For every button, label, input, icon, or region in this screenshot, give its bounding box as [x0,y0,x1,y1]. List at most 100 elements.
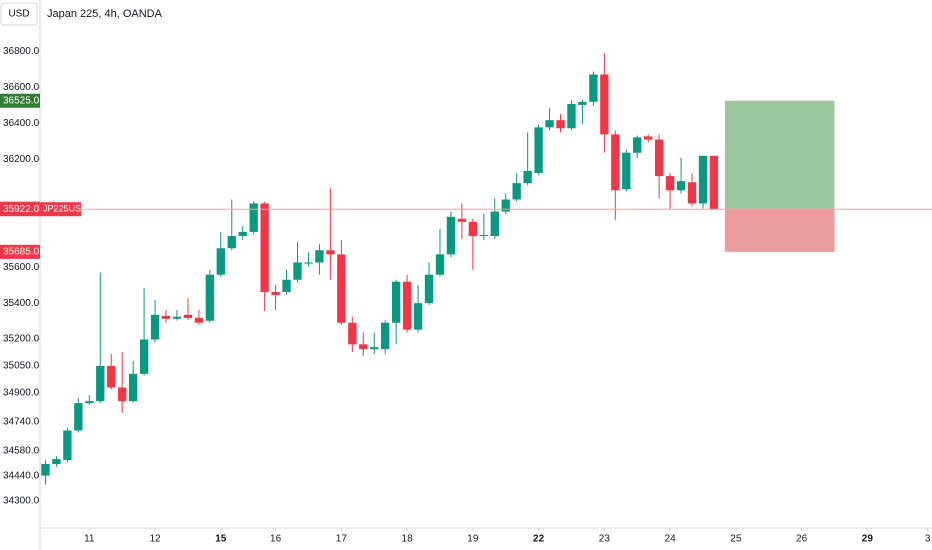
candle-body [567,103,576,129]
candle-body [611,134,620,191]
candle-body [490,211,499,237]
candle-body [107,365,116,388]
candle-body [96,365,105,402]
candle-body [194,317,204,323]
y-tick-label: 36800.0 [3,46,40,57]
candle-body [260,203,269,292]
candle-body [435,254,445,275]
x-tick-label: 18 [402,534,414,545]
candle-body [271,291,280,296]
candle-body [326,250,335,255]
candle-body [665,176,675,191]
candle-body [676,181,686,191]
candle-body [381,322,390,350]
candle-body [370,347,379,350]
candle-body [479,234,488,237]
loss-zone [724,209,835,252]
candle-body [150,314,160,340]
candle-body [139,339,149,374]
y-tick-label: 35600.0 [3,262,40,273]
price-label-box [0,202,40,217]
x-tick-label: 12 [149,534,161,545]
candle-body [600,74,609,135]
candle-body [589,74,598,102]
x-tick-label: 24 [665,534,677,545]
candle-body [183,314,193,318]
candle-body [63,430,72,460]
y-tick-label: 34900.0 [3,388,40,399]
x-tick-label: 17 [336,534,348,545]
x-tick-label: 3 [925,534,931,545]
candle-body [468,221,478,237]
candle-body [709,155,719,210]
candle-body [74,403,83,431]
candle-body [644,136,653,140]
candle-body [249,203,258,232]
y-tick-label: 36400.0 [3,118,40,129]
x-tick-label: 22 [533,534,545,545]
y-tick-label: 35400.0 [3,298,40,309]
x-tick-label: 26 [796,534,808,545]
candle-body [402,281,412,330]
candle-body [52,459,61,464]
y-tick-label: 35050.0 [3,361,40,372]
candle-body [545,120,554,128]
candle-body [118,387,127,402]
y-tick-label: 34440.0 [3,470,40,481]
candle-body [161,315,171,319]
candle-body [348,322,357,345]
candle-body [205,274,215,321]
price-label-box [0,244,40,259]
candle-body [424,274,434,304]
candle-body [687,182,697,204]
candle-body [457,218,467,222]
candle-body [282,279,291,292]
currency-box[interactable] [0,2,38,26]
x-tick-label: 11 [84,534,95,545]
x-tick-label: 16 [270,534,282,545]
candle-body [578,101,587,105]
x-tick-label: 15 [215,534,227,545]
candle-body [293,262,302,280]
candle-body [337,254,346,323]
candle-body [85,401,94,404]
candle-body [534,127,543,174]
time-axis: 11 12 15 16 17 18 19 22 23 24 25 26 29 3 [84,528,931,545]
candle-body [413,303,423,330]
profit-zone [724,100,835,210]
y-tick-label: 36200.0 [3,154,40,165]
price-label: 35922.0 [3,204,40,215]
symbol-tag: JP225USD [43,204,88,214]
candle-body [622,152,631,190]
chart-title: Japan 225, 4h, OANDA [47,8,163,20]
candle-body [359,344,368,350]
x-tick-label: 25 [730,534,742,545]
x-tick-label: 23 [599,534,611,545]
candle-body [227,236,236,249]
candle-body [512,183,521,200]
candle-body [128,373,138,402]
price-label: 35685.0 [3,246,40,257]
y-tick-label: 36600.0 [3,82,40,93]
candle-body [172,316,182,319]
y-tick-label: 35200.0 [3,334,40,345]
candle-body [446,216,456,255]
candle-body [523,170,532,184]
x-tick-label: 19 [467,534,479,545]
candle-body [315,250,324,263]
currency: USD [8,9,29,20]
candle-body [633,137,642,153]
x-tick-label: 29 [862,534,874,545]
symbol-tag-box [40,202,81,217]
candle-body [391,281,401,323]
price-label: 36525.0 [3,95,40,106]
y-tick-label: 34740.0 [3,417,40,428]
price-label-box [0,93,40,108]
candle-body [238,231,247,237]
candle-body [556,120,565,129]
candle-body [698,155,708,204]
candle-body [216,248,225,275]
y-tick-label: 34300.0 [3,496,40,507]
y-tick-label: 34580.0 [3,445,40,456]
